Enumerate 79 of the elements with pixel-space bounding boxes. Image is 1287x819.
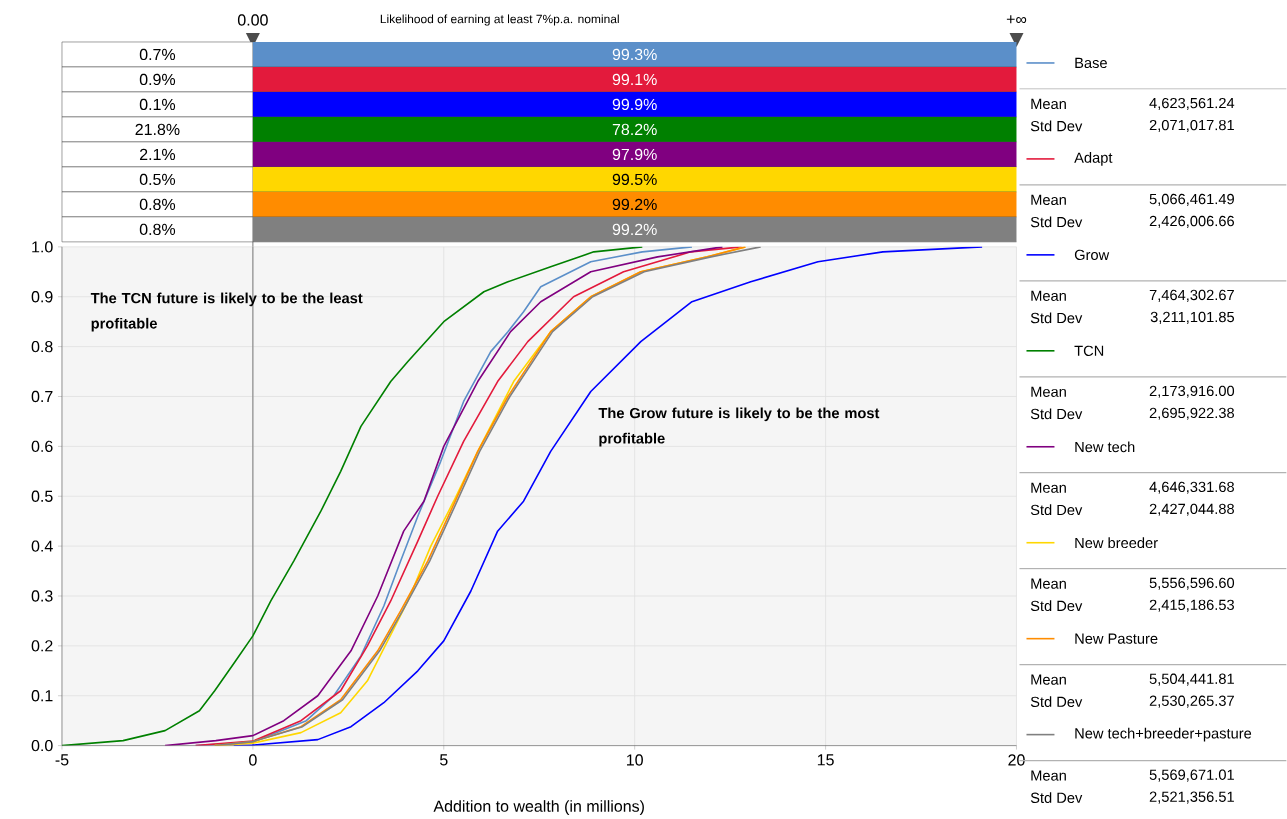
text: Std Dev	[1030, 696, 1083, 707]
x-tick-label: 20	[1008, 754, 1025, 766]
text: Mean	[1031, 578, 1066, 589]
text: 0.8%	[139, 223, 176, 235]
text: 5,504,441.81	[1149, 673, 1234, 686]
text: Mean	[1031, 290, 1066, 301]
text: Mean	[1031, 98, 1066, 109]
text: 4,623,561.24	[1149, 97, 1235, 110]
text: 5,066,461.49	[1149, 193, 1234, 206]
text: 5,556,596.60	[1149, 577, 1235, 590]
x-axis-title: Addition to wealth (in millions)	[433, 799, 644, 815]
text: Mean	[1031, 770, 1066, 781]
text: Std Dev	[1030, 120, 1083, 132]
text: 99.2%	[612, 198, 657, 210]
text: 3,211,101.85	[1150, 311, 1235, 324]
y-tick-label: 1.0	[32, 240, 53, 253]
y-tick-label: 0.4	[31, 540, 53, 552]
legend-label: TCN	[1074, 345, 1104, 356]
text: 0.5%	[139, 173, 176, 185]
text: 99.5%	[612, 173, 657, 185]
y-tick-label: 0.6	[31, 440, 53, 452]
text: 2,173,916.00	[1149, 385, 1235, 398]
text: Mean	[1031, 674, 1066, 685]
text: 21.8%	[135, 123, 180, 135]
legend-label: New tech+breeder+pasture	[1075, 727, 1252, 742]
text: 99.3%	[612, 48, 657, 60]
x-tick-label: 15	[817, 754, 834, 766]
x-tick-label: 5	[439, 754, 448, 766]
text: 2,521,356.51	[1149, 791, 1234, 804]
text: 2,427,044.88	[1149, 503, 1234, 516]
text: 99.1%	[612, 73, 657, 85]
text: 97.9%	[612, 148, 657, 160]
y-tick-label: 0.9	[31, 290, 53, 303]
text: 99.9%	[612, 98, 657, 110]
legend-label: Base	[1075, 57, 1107, 68]
text: 5,569,671.01	[1149, 769, 1234, 782]
text: 0.9%	[139, 73, 176, 85]
y-tick-label: 0.7	[31, 390, 53, 402]
text: Std Dev	[1030, 504, 1083, 515]
legend-label: New tech	[1075, 441, 1135, 452]
x-tick-label: -5	[55, 754, 69, 766]
annotation: The Grow future is likely to be the most profitable	[598, 407, 880, 447]
text: Std Dev	[1030, 600, 1083, 611]
legend-label: New breeder	[1075, 537, 1158, 548]
text: Std Dev	[1030, 312, 1083, 323]
text: Std Dev	[1030, 408, 1083, 419]
y-tick-label: 0.2	[31, 639, 53, 652]
text: 78.2%	[612, 123, 657, 135]
text: 0.1%	[139, 98, 176, 110]
legend-label: Adapt	[1074, 151, 1113, 166]
text: 2,530,265.37	[1149, 695, 1234, 708]
y-tick-label: 0.0	[31, 739, 53, 752]
text: Mean	[1031, 194, 1066, 205]
x-tick-label: 0	[249, 754, 257, 766]
text: 99.2%	[612, 223, 657, 235]
y-tick-label: 0.5	[31, 490, 53, 502]
text: +∞	[1006, 15, 1027, 23]
y-tick-label: 0.8	[31, 340, 53, 353]
text: 4,646,331.68	[1149, 481, 1234, 494]
text: Mean	[1031, 386, 1066, 397]
ref-line-label: 0.00	[237, 14, 268, 26]
text: 0.7%	[139, 48, 176, 60]
text: Std Dev	[1030, 216, 1083, 228]
text: 2,071,017.81	[1149, 119, 1234, 132]
chart-title: Likelihood of earning at least 7%p.a. nominal	[380, 14, 619, 26]
text: 2,415,186.53	[1149, 599, 1234, 612]
x-tick-label: 10	[627, 754, 643, 766]
y-tick-label: 0.3	[31, 590, 53, 602]
y-tick-label: 0.1	[31, 689, 53, 702]
text: 2,426,006.66	[1149, 215, 1234, 228]
text: 7,464,302.67	[1149, 289, 1234, 302]
legend-label: New Pasture	[1075, 633, 1158, 644]
text: 0.8%	[139, 198, 176, 210]
text: Mean	[1031, 482, 1066, 493]
text: 2,695,922.38	[1149, 407, 1234, 420]
legend-label: Grow	[1074, 249, 1110, 260]
text: Std Dev	[1030, 791, 1083, 803]
text: 2.1%	[139, 148, 176, 160]
annotation: The TCN future is likely to be the least profitable	[90, 292, 363, 332]
